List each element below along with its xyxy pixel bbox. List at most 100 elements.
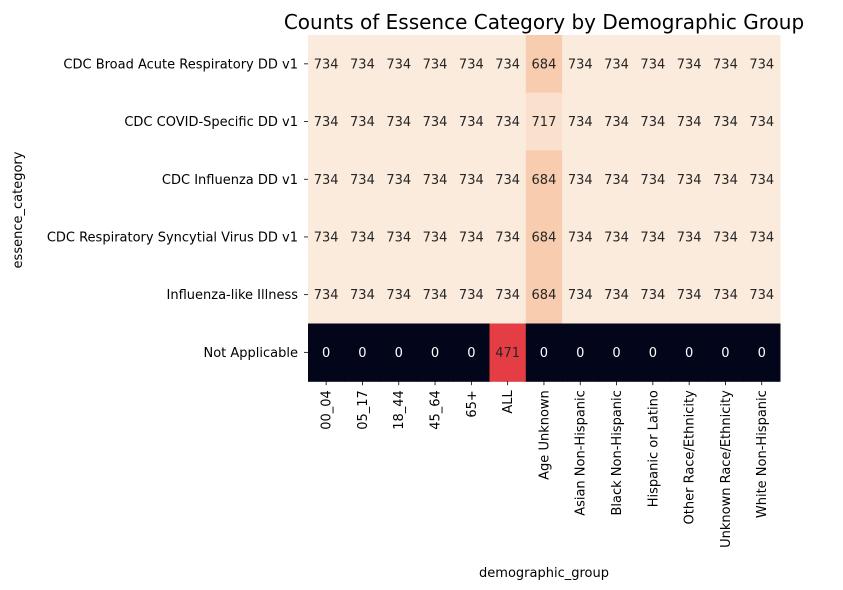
cell-value-label: 734	[314, 57, 339, 72]
heatmap-cell	[598, 208, 636, 267]
heatmap-cell	[562, 150, 599, 209]
cell-value-label: 0	[395, 346, 403, 361]
cell-value-label: 734	[350, 57, 375, 72]
heatmap-cell	[416, 208, 454, 267]
heatmap-cell	[489, 265, 527, 325]
heatmap-cell	[453, 35, 491, 94]
cell-value-label: 734	[495, 115, 520, 130]
heatmap-cell	[525, 150, 563, 209]
cell-value-label: 734	[749, 57, 774, 72]
x-axis: 00_04 05_17 18_44 45_64 65+ ALL Age Unknown Asi…	[320, 381, 770, 548]
heatmap-cell	[416, 265, 454, 325]
heatmap-cell	[562, 265, 599, 325]
cell-value-label: 734	[495, 288, 520, 303]
y-tick-label: Influenza-like Illness	[167, 288, 299, 303]
cell-value-label: 0	[358, 346, 366, 361]
heatmap-cell	[598, 150, 636, 209]
cell-value-label: 684	[532, 230, 557, 245]
heatmap-cell	[453, 265, 491, 325]
cell-value-label: 734	[314, 115, 339, 130]
heatmap-cell	[344, 35, 382, 94]
x-tick-label: Other Race/Ethnicity	[683, 390, 698, 525]
heatmap-cell	[453, 208, 491, 267]
x-tick-label: 00_04	[320, 390, 335, 430]
heatmap-cell	[634, 265, 672, 325]
cell-value-label: 734	[604, 173, 629, 188]
heatmap-cell	[416, 323, 454, 382]
heatmap-cell	[525, 323, 563, 382]
heatmap-cell	[671, 35, 708, 94]
cell-value-label: 0	[576, 346, 584, 361]
x-tick-label: White Non-Hispanic	[755, 390, 770, 518]
x-tick-label: Hispanic or Latino	[646, 390, 661, 507]
heatmap-cell	[453, 150, 491, 209]
cell-value-label: 734	[677, 288, 702, 303]
heatmap-cell	[525, 92, 563, 151]
heatmap-cell	[671, 208, 708, 267]
heatmap-cell	[707, 150, 745, 209]
y-tick-label: CDC COVID-Specific DD v1	[124, 115, 298, 130]
heatmap-cell	[380, 265, 418, 325]
cell-value-label: 734	[640, 230, 665, 245]
cell-value-label: 734	[604, 57, 629, 72]
heatmap-cell	[598, 323, 636, 382]
cell-value-label: 734	[749, 288, 774, 303]
cell-value-label: 734	[604, 288, 629, 303]
cell-value-label: 734	[423, 230, 448, 245]
cell-value-label: 717	[532, 115, 557, 130]
heatmap-cell	[562, 323, 599, 382]
heatmap-cell	[562, 92, 599, 151]
cell-value-label: 0	[540, 346, 548, 361]
y-tick-label: CDC Broad Acute Respiratory DD v1	[63, 57, 298, 72]
cell-value-label: 0	[431, 346, 439, 361]
x-tick-label: 45_64	[429, 390, 444, 430]
cell-value-label: 734	[350, 230, 375, 245]
chart-title: Counts of Essence Category by Demographi…	[284, 10, 804, 34]
cell-value-label: 471	[495, 346, 520, 361]
cell-value-label: 734	[749, 115, 774, 130]
heatmap-cell	[380, 92, 418, 151]
cell-value-label: 734	[350, 115, 375, 130]
cell-value-label: 734	[350, 288, 375, 303]
cell-value-label: 734	[604, 230, 629, 245]
heatmap-cell	[634, 323, 672, 382]
heatmap-cell	[453, 92, 491, 151]
heatmap-cell	[634, 92, 672, 151]
heatmap-cell	[743, 92, 781, 151]
cell-value-label: 734	[459, 230, 484, 245]
cell-value-label: 734	[386, 173, 411, 188]
cell-value-label: 734	[459, 57, 484, 72]
cell-value-label: 734	[749, 230, 774, 245]
cell-value-label: 0	[685, 346, 693, 361]
heatmap-cell	[707, 265, 745, 325]
heatmap-cell	[416, 35, 454, 94]
heatmap-cells	[308, 35, 781, 382]
heatmap-cell	[671, 92, 708, 151]
cell-value-label: 734	[677, 57, 702, 72]
heatmap-cell	[308, 92, 345, 151]
cell-value-label: 734	[677, 173, 702, 188]
cell-value-label: 734	[713, 57, 738, 72]
heatmap-cell	[562, 35, 599, 94]
heatmap-cell	[489, 92, 527, 151]
cell-value-label: 684	[532, 57, 557, 72]
heatmap-cell	[416, 92, 454, 151]
heatmap-cell	[634, 208, 672, 267]
cell-value-label: 734	[713, 115, 738, 130]
cell-value-label: 734	[749, 173, 774, 188]
cell-value-label: 734	[640, 115, 665, 130]
cell-value-label: 734	[314, 173, 339, 188]
cell-value-label: 0	[758, 346, 766, 361]
cell-value-label: 734	[604, 115, 629, 130]
y-axis-label: essence_category	[11, 151, 26, 268]
heatmap-cell	[344, 150, 382, 209]
heatmap-cell	[344, 208, 382, 267]
heatmap-cell	[308, 265, 345, 325]
cell-value-label: 0	[721, 346, 729, 361]
heatmap-cell	[743, 35, 781, 94]
cell-value-label: 734	[423, 288, 448, 303]
y-tick-label: CDC Respiratory Syncytial Virus DD v1	[47, 230, 298, 245]
heatmap-cell	[380, 150, 418, 209]
heatmap-cell	[707, 208, 745, 267]
cell-value-label: 734	[713, 288, 738, 303]
